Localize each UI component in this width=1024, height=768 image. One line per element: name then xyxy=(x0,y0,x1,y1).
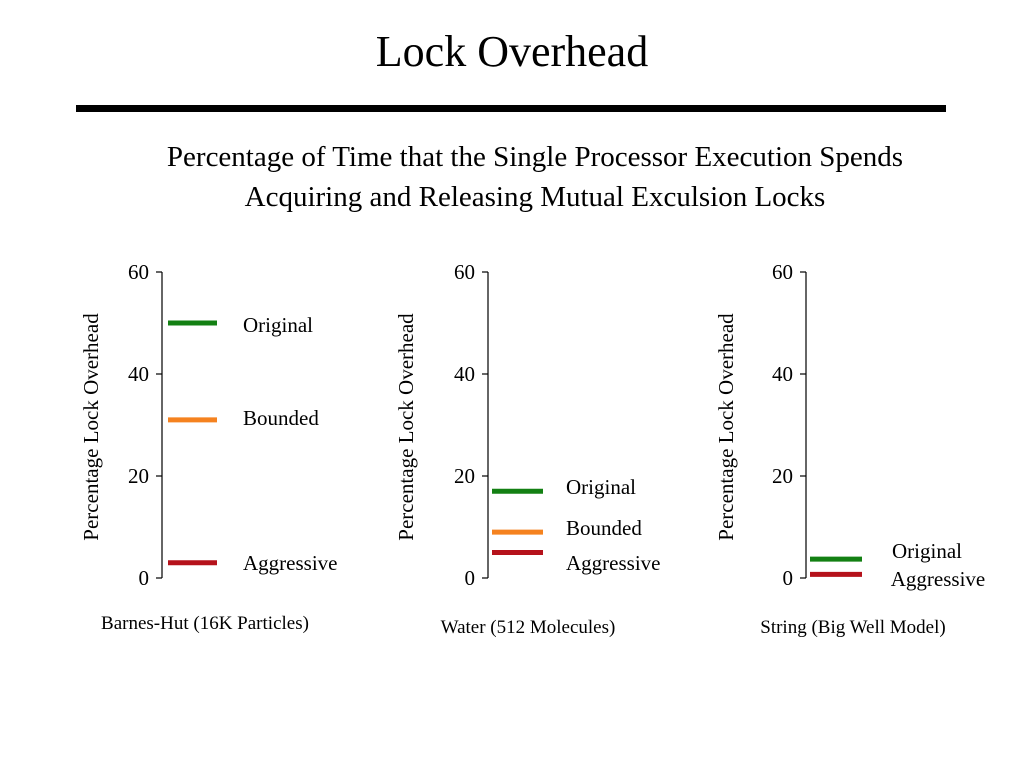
chart-1-y-axis-title: Percentage Lock Overhead xyxy=(79,313,103,541)
chart-2-y-tick-label: 0 xyxy=(465,566,476,590)
chart-2-y-tick-label: 40 xyxy=(454,362,475,386)
chart-2-y-tick-label: 20 xyxy=(454,464,475,488)
chart-1-x-axis-title: Barnes-Hut (16K Particles) xyxy=(101,613,309,634)
chart-3-aggressive-label: Aggressive xyxy=(891,567,985,591)
chart-2-aggressive-label: Aggressive xyxy=(566,551,660,575)
chart-3-y-tick-label: 40 xyxy=(772,362,793,386)
chart-3-y-tick-label: 20 xyxy=(772,464,793,488)
subtitle-line-2: Acquiring and Releasing Mutual Exculsion… xyxy=(244,181,826,213)
chart-1-y-tick-label: 20 xyxy=(128,464,149,488)
slide-title: Lock Overhead xyxy=(375,27,649,76)
chart-2-y-tick-label: 60 xyxy=(454,260,475,284)
chart-1-original-label: Original xyxy=(243,313,313,337)
chart-1-y-tick-label: 60 xyxy=(128,260,149,284)
chart-3-y-tick-label: 0 xyxy=(783,566,794,590)
chart-3-y-tick-label: 60 xyxy=(772,260,793,284)
chart-1-aggressive-label: Aggressive xyxy=(243,551,337,575)
chart-2-bounded-label: Bounded xyxy=(566,516,642,540)
chart-2-original-label: Original xyxy=(566,475,636,499)
chart-1-bounded-label: Bounded xyxy=(243,406,319,430)
chart-3-original-label: Original xyxy=(892,539,962,563)
chart-2-y-axis-title: Percentage Lock Overhead xyxy=(394,313,418,541)
title-divider xyxy=(76,105,946,112)
chart-3-x-axis-title: String (Big Well Model) xyxy=(760,617,945,638)
slide-subtitle: Percentage of Time that the Single Proce… xyxy=(60,137,1010,217)
subtitle-line-1: Percentage of Time that the Single Proce… xyxy=(166,141,904,173)
chart-2-x-axis-title: Water (512 Molecules) xyxy=(441,617,616,638)
chart-1-y-tick-label: 40 xyxy=(128,362,149,386)
chart-3-y-axis-title: Percentage Lock Overhead xyxy=(714,313,738,541)
chart-1-y-tick-label: 0 xyxy=(139,566,150,590)
